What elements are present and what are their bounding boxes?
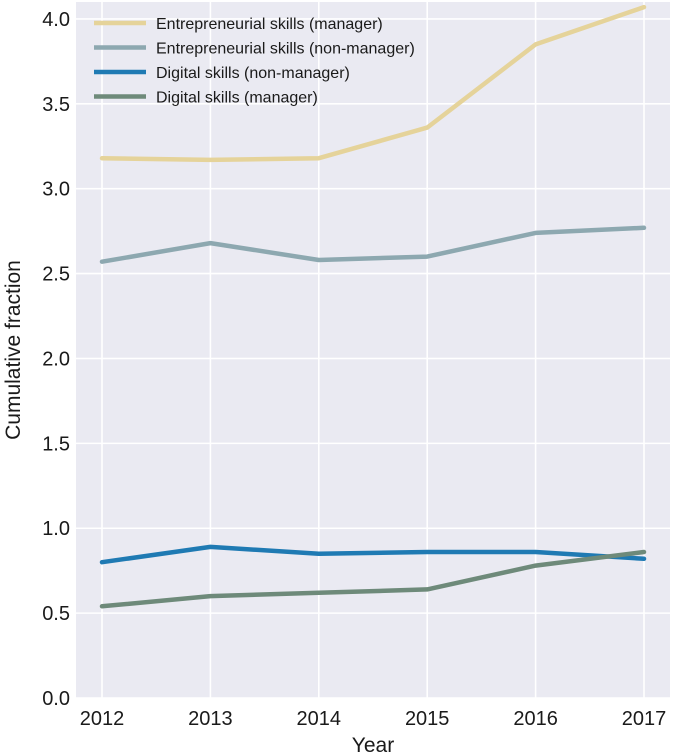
series-line: [99, 544, 647, 565]
y-tick-label: 0.0: [42, 688, 70, 710]
x-tick-label: 2013: [188, 708, 233, 730]
x-tick-label: 2012: [80, 708, 125, 730]
x-axis-ticks: 2012 2013 2014 2015 2016 2017: [80, 708, 667, 730]
y-tick-label: 2.5: [42, 264, 70, 286]
x-tick-label: 2015: [405, 708, 450, 730]
x-tick-label: 2014: [297, 708, 342, 730]
y-tick-label: 1.0: [42, 518, 70, 540]
grid-lines: [76, 2, 670, 699]
legend-label: Digital skills (non-manager): [156, 65, 350, 82]
y-tick-label: 3.5: [42, 94, 70, 116]
series-line: [99, 4, 647, 163]
y-tick-label: 1.5: [42, 433, 70, 455]
x-axis-label: Year: [352, 734, 394, 754]
series-lines: [99, 4, 647, 609]
y-tick-label: 0.5: [42, 603, 70, 625]
y-axis-ticks: 0.0 0.5 1.0 1.5 2.0 2.5 3.0 3.5 4.0: [42, 9, 70, 710]
x-tick-label: 2017: [622, 708, 667, 730]
y-tick-label: 3.0: [42, 179, 70, 201]
series-line: [99, 549, 647, 609]
y-tick-label: 2.0: [42, 348, 70, 370]
plot-area: [76, 2, 670, 698]
legend: Entrepreneurial skills (manager) Entrepre…: [94, 16, 415, 107]
y-axis-label: Cumulative fraction: [2, 260, 25, 440]
y-tick-label: 4.0: [42, 9, 70, 31]
series-line: [99, 225, 647, 264]
legend-label: Digital skills (manager): [156, 90, 318, 107]
x-tick-label: 2016: [513, 708, 558, 730]
legend-label: Entrepreneurial skills (non-manager): [156, 41, 415, 58]
legend-label: Entrepreneurial skills (manager): [156, 16, 383, 33]
